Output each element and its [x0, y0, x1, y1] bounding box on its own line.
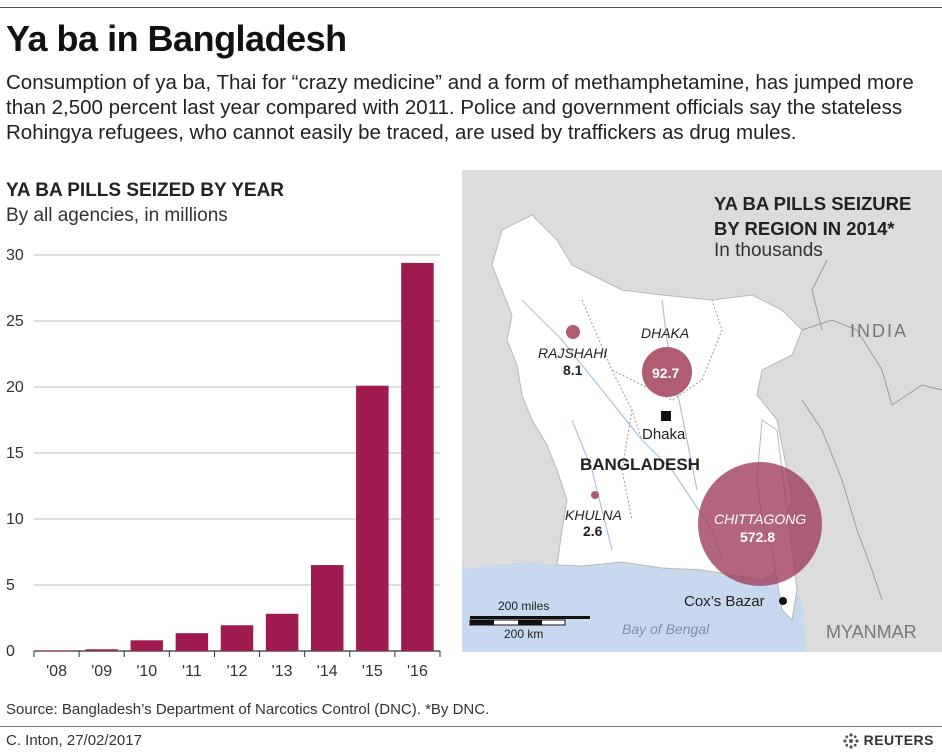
- scale-km-seg1: [470, 620, 494, 625]
- dhaka-bubble: [642, 347, 692, 397]
- footer-rule: [0, 726, 942, 727]
- bar: [40, 650, 73, 652]
- dhaka-capital-marker: [661, 411, 671, 421]
- bar: [175, 633, 209, 651]
- sea-area: [462, 560, 807, 652]
- rajshahi-label: RAJSHAHI: [538, 345, 607, 361]
- map-title: YA BA PILLS SEIZURE BY REGION IN 2014*: [714, 193, 912, 239]
- international-borders: [801, 259, 942, 601]
- source-note: Source: Bangladesh’s Department of Narco…: [6, 701, 490, 718]
- coxs-bazar-label: Cox’s Bazar: [684, 593, 765, 610]
- khulna-bubble: [591, 491, 599, 499]
- y-tick-label: 30: [6, 247, 24, 264]
- bar: [356, 385, 389, 651]
- x-tick-label: '15: [362, 663, 383, 680]
- rajshahi-bubble: [566, 325, 580, 339]
- chittagong-label: CHITTAGONG: [714, 511, 806, 527]
- brand: REUTERS: [842, 732, 934, 750]
- intro-text: Consumption of ya ba, Thai for “crazy me…: [6, 70, 936, 145]
- map-subtitle: In thousands: [714, 240, 823, 261]
- khulna-value: 2.6: [583, 523, 603, 539]
- bar-chart-title: YA BA PILLS SEIZED BY YEAR: [6, 180, 285, 201]
- dhaka-capital-label: Dhaka: [642, 426, 686, 443]
- bar-chart-subtitle: By all agencies, in millions: [6, 205, 228, 226]
- top-rule: [0, 7, 942, 8]
- y-tick-label: 10: [6, 511, 24, 528]
- scale-miles-label: 200 miles: [498, 599, 549, 613]
- x-tick-label: '11: [182, 663, 202, 680]
- scale-km-label: 200 km: [504, 627, 543, 641]
- khulna-label: KHULNA: [565, 507, 622, 523]
- scale-km-seg2: [518, 620, 542, 625]
- intro-paragraph: Consumption of ya ba, Thai for “crazy me…: [6, 71, 914, 144]
- chittagong-bubble: [698, 462, 822, 586]
- x-tick-label: '14: [317, 663, 338, 680]
- y-tick-label: 25: [6, 313, 24, 330]
- dhaka-region-label: DHAKA: [641, 325, 689, 341]
- x-tick-label: '13: [272, 663, 293, 680]
- brand-name: REUTERS: [863, 732, 934, 748]
- scale-miles-bar: [470, 616, 590, 619]
- india-label: INDIA: [850, 321, 908, 341]
- bar: [310, 565, 344, 651]
- y-tick-label: 5: [6, 577, 15, 594]
- bar-chart: 0 5 10 15 20 25 30 '08 '09 '10 '11 '12 '13 '14 '15 '16: [6, 247, 441, 680]
- region-map: INDIA MYANMAR Bay of Bengal 200 miles 20…: [462, 170, 942, 652]
- bar: [220, 625, 254, 651]
- bar: [265, 613, 299, 651]
- credit-line: C. Inton, 27/02/2017: [6, 732, 142, 749]
- country-label: BANGLADESH: [580, 455, 700, 474]
- page-title: Ya ba in Bangladesh: [6, 18, 347, 59]
- y-tick-label: 20: [6, 379, 24, 396]
- chittagong-value: 572.8: [740, 529, 775, 545]
- coxs-bazar-marker: [779, 597, 787, 605]
- bar: [401, 262, 434, 651]
- myanmar-label: MYANMAR: [826, 622, 917, 642]
- x-tick-label: '16: [407, 663, 428, 680]
- x-tick-label: '10: [136, 663, 157, 680]
- sea-label: Bay of Bengal: [622, 621, 710, 637]
- x-tick-label: '09: [91, 663, 112, 680]
- scale-bar: 200 miles 200 km: [469, 599, 590, 641]
- x-tick-label: '12: [227, 663, 248, 680]
- reuters-logo-icon: [842, 733, 859, 749]
- y-tick-label: 15: [6, 445, 24, 462]
- y-tick-label: 0: [6, 643, 15, 660]
- bar: [130, 640, 164, 651]
- bar: [85, 649, 118, 651]
- x-tick-label: '08: [46, 663, 67, 680]
- dhaka-value: 92.7: [652, 365, 679, 381]
- rajshahi-value: 8.1: [563, 362, 583, 378]
